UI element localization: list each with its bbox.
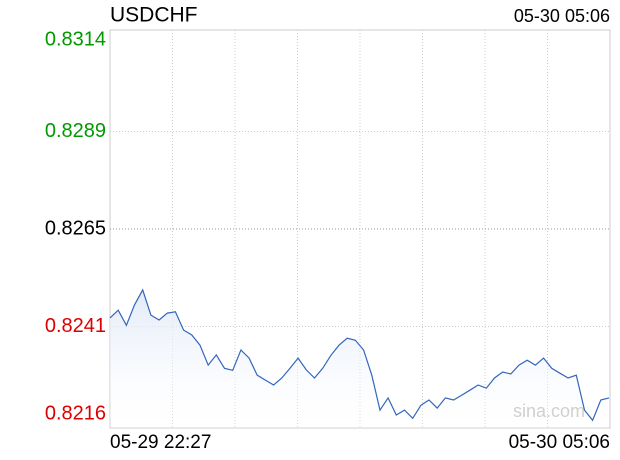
chart-title: USDCHF — [110, 4, 198, 27]
area-fill — [110, 289, 609, 428]
x-tick-label: 05-29 22:27 — [110, 432, 211, 453]
price-line — [109, 288, 610, 422]
watermark: sina.com — [513, 401, 585, 421]
y-tick-label: 0.8241 — [45, 315, 106, 337]
y-tick-label: 0.8289 — [45, 120, 106, 142]
x-tick-label: 05-30 05:06 — [509, 432, 610, 453]
y-tick-label: 0.8314 — [45, 28, 106, 50]
timestamp: 05-30 05:06 — [514, 6, 610, 26]
y-tick-label: 0.8265 — [45, 217, 106, 239]
y-tick-label: 0.8216 — [45, 402, 106, 424]
